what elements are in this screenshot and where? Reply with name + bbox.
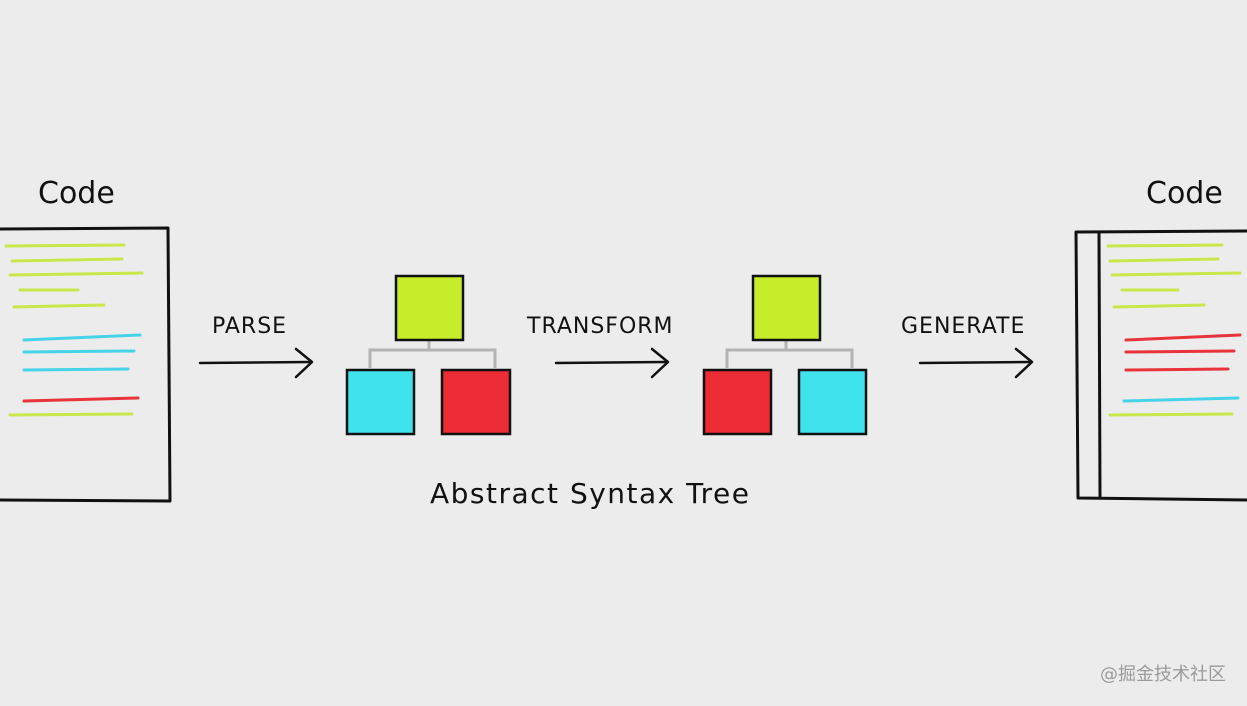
code-line [8,412,134,417]
code-line [1112,303,1206,309]
generate-arrow-icon [918,347,1034,379]
transform-label: TRANSFORM [526,314,674,339]
code-line [1124,349,1236,354]
code-line [22,333,142,342]
parse-step: PARSE [198,314,314,379]
code-line [8,271,144,277]
output-code-lines [1106,243,1242,417]
code-line [1110,271,1242,277]
watermark: @掘金技术社区 [1100,664,1226,685]
code-line [1122,396,1240,403]
generate-label: GENERATE [901,314,1025,339]
ast-left-node [702,368,773,436]
source-page-outline [0,226,172,503]
output-page-outline [1074,229,1247,502]
transform-step: TRANSFORM [526,314,674,379]
code-line [1106,243,1224,248]
code-line [1124,333,1242,342]
code-line [22,349,136,354]
output-page-spine [1097,232,1102,498]
output-code-document: Code [1074,176,1247,502]
source-code-lines [4,243,144,417]
ast-right-node [797,368,868,436]
ast-right-node [440,368,512,436]
code-line [22,396,140,403]
code-line [12,303,106,309]
code-line [1108,412,1234,417]
source-code-document: Code [0,176,172,503]
generate-step: GENERATE [901,314,1034,379]
ast-root-node [751,274,822,342]
code-line [10,257,124,263]
ast-caption: Abstract Syntax Tree [430,477,750,510]
tree-connector [368,340,497,368]
ast-before [345,274,512,436]
code-line [4,243,126,248]
parse-label: PARSE [212,314,287,339]
parse-arrow-icon [198,347,314,379]
ast-root-node [394,274,465,342]
ast-left-node [345,368,416,436]
code-line [1108,257,1220,263]
ast-after [702,274,868,436]
tree-connector [725,340,854,368]
transform-arrow-icon [554,347,670,379]
source-code-title: Code [38,176,115,211]
output-code-title: Code [1146,176,1223,211]
code-line [1124,367,1230,372]
code-line [22,367,130,372]
